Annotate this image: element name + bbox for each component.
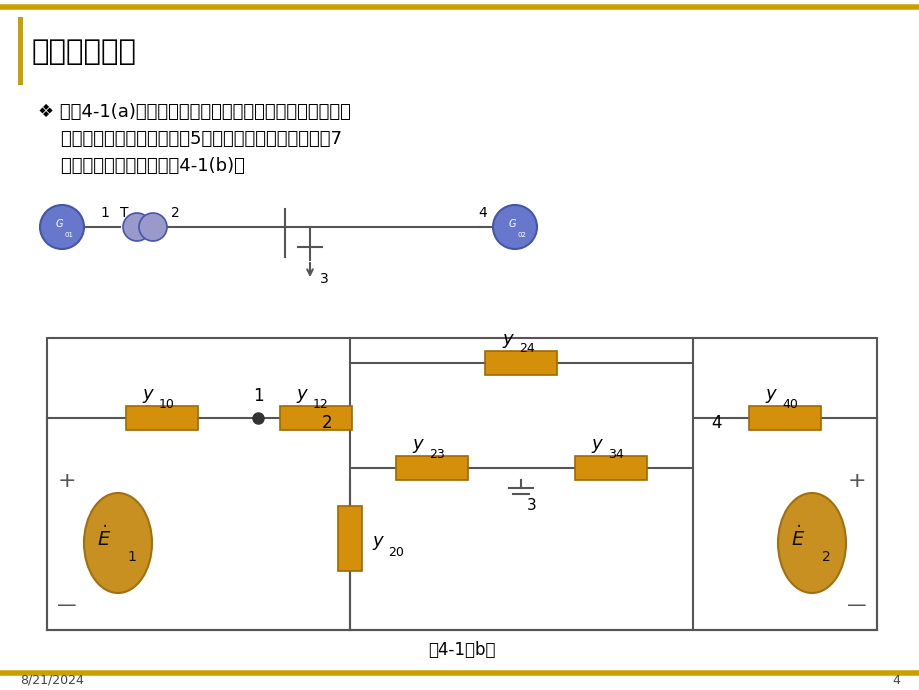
Circle shape xyxy=(493,205,537,249)
Text: 1: 1 xyxy=(253,387,263,405)
Text: 用阻抗表示，可得到一个有5个节点（包括零电位点）和7: 用阻抗表示，可得到一个有5个节点（包括零电位点）和7 xyxy=(38,130,342,148)
Circle shape xyxy=(40,205,84,249)
Text: $y$: $y$ xyxy=(296,387,310,405)
Text: 条支路的等值网络，如图4-1(b)。: 条支路的等值网络，如图4-1(b)。 xyxy=(38,157,244,175)
Text: 40: 40 xyxy=(781,397,797,411)
Text: 23: 23 xyxy=(428,448,445,460)
Text: 2: 2 xyxy=(321,414,332,432)
Text: 4: 4 xyxy=(710,414,720,432)
Circle shape xyxy=(123,213,151,241)
Text: $\dot{E}$: $\dot{E}$ xyxy=(790,526,804,551)
Ellipse shape xyxy=(777,493,845,593)
Text: T: T xyxy=(119,206,128,220)
Text: 10: 10 xyxy=(159,397,175,411)
Text: $y$: $y$ xyxy=(501,332,515,350)
Text: 一、节点方程: 一、节点方程 xyxy=(32,38,137,66)
Text: 12: 12 xyxy=(312,397,328,411)
Ellipse shape xyxy=(84,493,152,593)
Bar xyxy=(748,406,820,430)
Bar xyxy=(279,406,352,430)
Text: $G$: $G$ xyxy=(508,217,517,229)
Text: $y$: $y$ xyxy=(371,534,385,552)
Text: 8/21/2024: 8/21/2024 xyxy=(20,673,84,687)
Bar xyxy=(337,506,361,571)
Text: 2: 2 xyxy=(170,206,179,220)
Text: 01: 01 xyxy=(64,232,74,238)
Bar xyxy=(47,338,876,630)
Text: $y$: $y$ xyxy=(591,437,604,455)
Bar xyxy=(395,456,468,480)
Text: 2: 2 xyxy=(821,550,830,564)
Text: $\dot{E}$: $\dot{E}$ xyxy=(96,526,111,551)
Text: 1: 1 xyxy=(128,550,136,564)
Text: 34: 34 xyxy=(607,448,623,460)
Text: $G$: $G$ xyxy=(55,217,64,229)
Text: 4: 4 xyxy=(891,673,899,687)
Text: ❖ 在图4-1(a)中，略去变压器的励磁功率和线路电容，负荷: ❖ 在图4-1(a)中，略去变压器的励磁功率和线路电容，负荷 xyxy=(38,103,350,121)
Text: 3: 3 xyxy=(320,272,328,286)
Text: $y$: $y$ xyxy=(765,387,777,405)
Text: 4: 4 xyxy=(478,206,487,220)
Text: 图4-1（b）: 图4-1（b） xyxy=(427,641,495,659)
Text: —: — xyxy=(57,595,76,615)
Text: 3: 3 xyxy=(526,498,536,513)
Bar xyxy=(18,17,23,85)
Text: 1: 1 xyxy=(100,206,109,220)
Text: +: + xyxy=(846,471,866,491)
Text: 20: 20 xyxy=(388,546,403,558)
Text: $y$: $y$ xyxy=(412,437,425,455)
Text: +: + xyxy=(58,471,76,491)
Bar xyxy=(574,456,646,480)
Text: 02: 02 xyxy=(517,232,526,238)
Circle shape xyxy=(139,213,167,241)
Text: $y$: $y$ xyxy=(142,387,155,405)
Bar xyxy=(485,351,557,375)
Bar xyxy=(126,406,198,430)
Text: 24: 24 xyxy=(519,342,535,355)
Text: —: — xyxy=(846,595,866,615)
